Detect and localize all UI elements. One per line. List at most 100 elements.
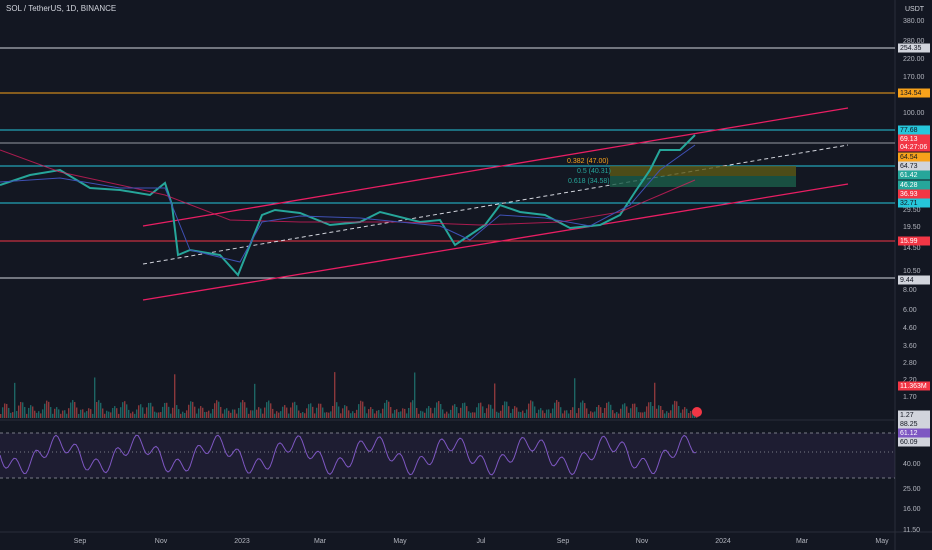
price-tag-label: 9.44 [900, 277, 914, 284]
volume-bar [164, 402, 166, 418]
volume-bar [342, 408, 344, 418]
volume-bar [512, 408, 514, 418]
volume-bar [308, 404, 310, 418]
volume-bar [284, 405, 286, 418]
volume-bar [534, 406, 536, 418]
volume-bar [682, 409, 684, 418]
volume-bar [96, 401, 98, 418]
price-axis-label: 2.80 [903, 360, 917, 367]
volume-bar [490, 404, 492, 418]
volume-bar [8, 407, 10, 418]
volume-bar [264, 407, 266, 418]
volume-bar [354, 413, 356, 418]
volume-bar [648, 402, 650, 418]
volume-bar [448, 413, 450, 418]
volume-bar [676, 401, 678, 418]
volume-bar [486, 408, 488, 418]
volume-bar [492, 408, 494, 418]
volume-bar [64, 410, 66, 418]
volume-bar [188, 404, 190, 418]
volume-bar [370, 407, 372, 418]
volume-bar [542, 410, 544, 418]
volume-bar [12, 412, 14, 418]
volume-bar [280, 411, 282, 418]
price-tag [898, 88, 930, 98]
volume-bar [226, 408, 228, 418]
volume-bar [314, 413, 316, 418]
volume-bar [616, 411, 618, 418]
price-tag [898, 134, 930, 144]
volume-bar [544, 413, 546, 418]
volume-bar [454, 404, 456, 418]
volume-bar [584, 402, 586, 418]
volume-bar [232, 409, 234, 418]
volume-bar [560, 407, 562, 418]
volume-bar [532, 401, 534, 418]
volume-bar [390, 407, 392, 418]
volume-bar [180, 413, 182, 418]
volume-bar [230, 412, 232, 418]
volume-bar [92, 413, 94, 418]
volume-bar [46, 400, 48, 418]
volume-bar [424, 412, 426, 418]
volume-bar [632, 403, 634, 418]
volume-bar [106, 410, 108, 418]
volume-bar [352, 411, 354, 418]
volume-bar [438, 401, 440, 418]
volume-bar [396, 409, 398, 418]
volume-bar [364, 406, 366, 418]
price-tag-label: 88.25 [900, 421, 918, 428]
volume-bar [208, 410, 210, 418]
volume-bar [684, 407, 686, 418]
volume-bar [156, 412, 158, 418]
volume-bar [88, 408, 90, 418]
volume-bar [378, 410, 380, 418]
volume-bar [624, 403, 626, 418]
volume-bar [582, 400, 584, 418]
volume-bar [302, 412, 304, 418]
volume-bar [330, 411, 332, 418]
volume-bar [402, 408, 404, 418]
volume-bar [244, 402, 246, 418]
volume-bar [6, 403, 8, 418]
volume-bar [556, 400, 558, 418]
volume-bar [50, 407, 52, 418]
volume-bar [256, 409, 258, 418]
volume-bar [294, 401, 296, 418]
volume-bar [110, 412, 112, 418]
volume-bar [234, 409, 236, 418]
volume-bar [634, 403, 636, 418]
volume-bar [458, 413, 460, 418]
volume-bar [442, 409, 444, 418]
volume-bar [60, 413, 62, 418]
volume-bar [444, 413, 446, 418]
volume-bar [192, 401, 194, 418]
volume-bar [246, 407, 248, 418]
volume-bar [386, 400, 388, 418]
price-tag [898, 170, 930, 180]
volume-bar [334, 372, 336, 418]
volume-bar [130, 413, 132, 418]
volume-bar [358, 404, 360, 418]
volume-bar [360, 400, 362, 418]
price-axis-label: 10.50 [903, 268, 921, 275]
volume-bar [36, 412, 38, 418]
volume-bar [20, 401, 22, 418]
volume-bar [420, 410, 422, 418]
price-tag [898, 161, 930, 171]
fib-label: 0.382 (47.00) [567, 158, 609, 165]
volume-bar [98, 400, 100, 418]
labels: SOL / TetherUS, 1D, BINANCE USDT 380.00 280… [6, 4, 930, 545]
price-tag [898, 198, 930, 208]
time-axis-label: Sep [557, 538, 570, 545]
volume-bar [570, 409, 572, 418]
volume-bar [500, 410, 502, 418]
volume-bar [372, 409, 374, 418]
price-tag [898, 236, 930, 246]
volume-bar [394, 409, 396, 418]
volume-bar [594, 411, 596, 418]
volume-bar [374, 413, 376, 418]
volume-bar [288, 413, 290, 418]
volume-bar [144, 413, 146, 418]
